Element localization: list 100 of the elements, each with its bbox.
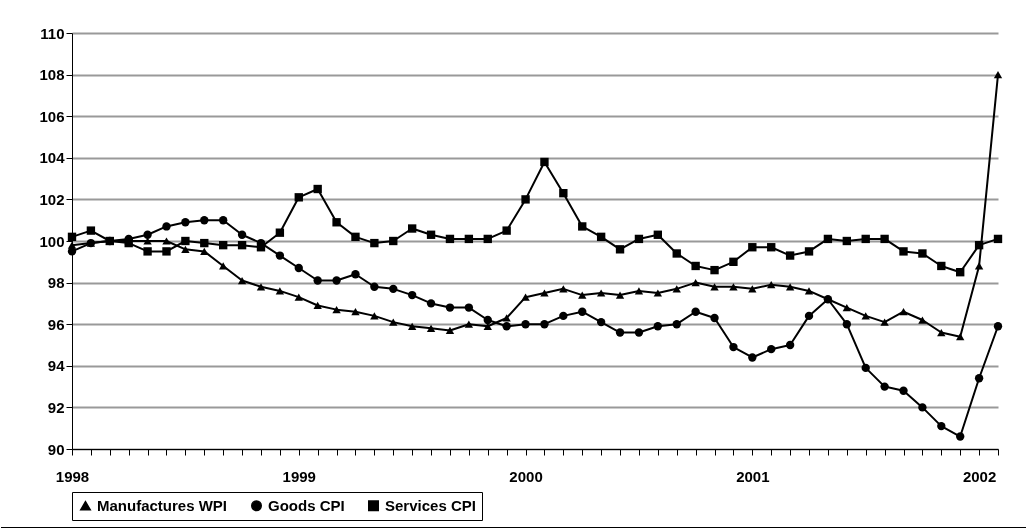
y-tick-label: 100 <box>39 232 65 250</box>
legend-label: Goods CPI <box>268 496 345 514</box>
point <box>767 344 776 354</box>
point <box>767 243 776 252</box>
point <box>729 342 738 352</box>
point <box>351 270 360 279</box>
point <box>162 247 171 256</box>
point <box>521 320 530 329</box>
point <box>502 322 511 331</box>
point <box>578 291 587 299</box>
point <box>181 236 190 246</box>
point <box>653 230 663 239</box>
point <box>407 224 417 233</box>
point <box>615 328 625 337</box>
point <box>200 216 209 225</box>
point <box>275 251 285 260</box>
point <box>483 315 492 325</box>
point <box>956 432 965 441</box>
point <box>634 287 644 295</box>
point <box>634 234 644 244</box>
x-tick-label: 2001 <box>736 467 770 485</box>
point <box>86 226 96 235</box>
y-tick-label: 110 <box>40 24 65 42</box>
point <box>785 283 795 291</box>
point <box>143 247 152 256</box>
point <box>918 403 927 412</box>
point <box>559 188 568 198</box>
point <box>502 314 511 322</box>
point <box>937 261 946 271</box>
y-tick-label: 104 <box>39 149 66 167</box>
point <box>426 299 436 308</box>
point <box>370 282 379 291</box>
point <box>748 243 757 252</box>
point <box>691 307 700 316</box>
point <box>578 222 587 231</box>
point <box>162 222 171 231</box>
y-tick-label: 98 <box>47 274 65 292</box>
point <box>407 290 417 300</box>
point <box>181 245 190 253</box>
point <box>426 324 436 332</box>
point <box>785 251 795 260</box>
point <box>256 283 266 291</box>
point <box>880 382 889 391</box>
point <box>804 287 814 295</box>
point <box>464 303 474 312</box>
point <box>615 245 625 254</box>
point <box>937 421 946 431</box>
point <box>351 308 360 316</box>
point <box>918 249 927 258</box>
point <box>596 232 606 242</box>
point <box>993 234 1003 244</box>
point <box>899 247 908 256</box>
point <box>634 328 644 337</box>
point <box>162 237 171 245</box>
point <box>880 318 889 326</box>
y-tick-label: 90 <box>47 440 65 458</box>
point <box>313 301 322 310</box>
point <box>540 157 549 167</box>
point <box>804 247 814 256</box>
point <box>804 311 814 321</box>
point <box>332 306 341 314</box>
point <box>389 236 398 246</box>
point <box>445 326 455 335</box>
point <box>464 320 474 328</box>
point <box>767 281 776 289</box>
point <box>445 234 455 244</box>
point <box>426 230 436 239</box>
point <box>729 283 738 291</box>
point <box>710 265 719 275</box>
point <box>993 322 1003 331</box>
point <box>237 276 247 285</box>
point <box>615 291 625 299</box>
point <box>219 216 228 225</box>
point <box>880 234 889 244</box>
point <box>842 303 851 312</box>
point <box>974 374 984 383</box>
point <box>691 278 700 287</box>
point <box>67 232 77 242</box>
point <box>596 317 606 327</box>
legend-label: Manufactures WPI <box>97 496 228 514</box>
point <box>974 262 984 270</box>
y-tick-label: 94 <box>47 357 66 375</box>
point <box>937 328 946 337</box>
point <box>842 236 851 246</box>
point <box>861 234 870 244</box>
y-tick-label: 92 <box>47 398 65 416</box>
point <box>842 320 851 329</box>
point <box>275 228 285 237</box>
point <box>993 70 1003 79</box>
x-tick-label: 1998 <box>55 467 90 485</box>
point <box>275 287 285 295</box>
point <box>200 238 209 248</box>
point <box>672 249 681 258</box>
point <box>351 232 360 242</box>
point <box>785 340 795 350</box>
y-tick-label: 106 <box>39 107 65 125</box>
point <box>729 257 738 266</box>
point <box>200 247 209 256</box>
y-tick-label: 96 <box>47 315 65 333</box>
y-tick-label: 102 <box>39 190 65 208</box>
